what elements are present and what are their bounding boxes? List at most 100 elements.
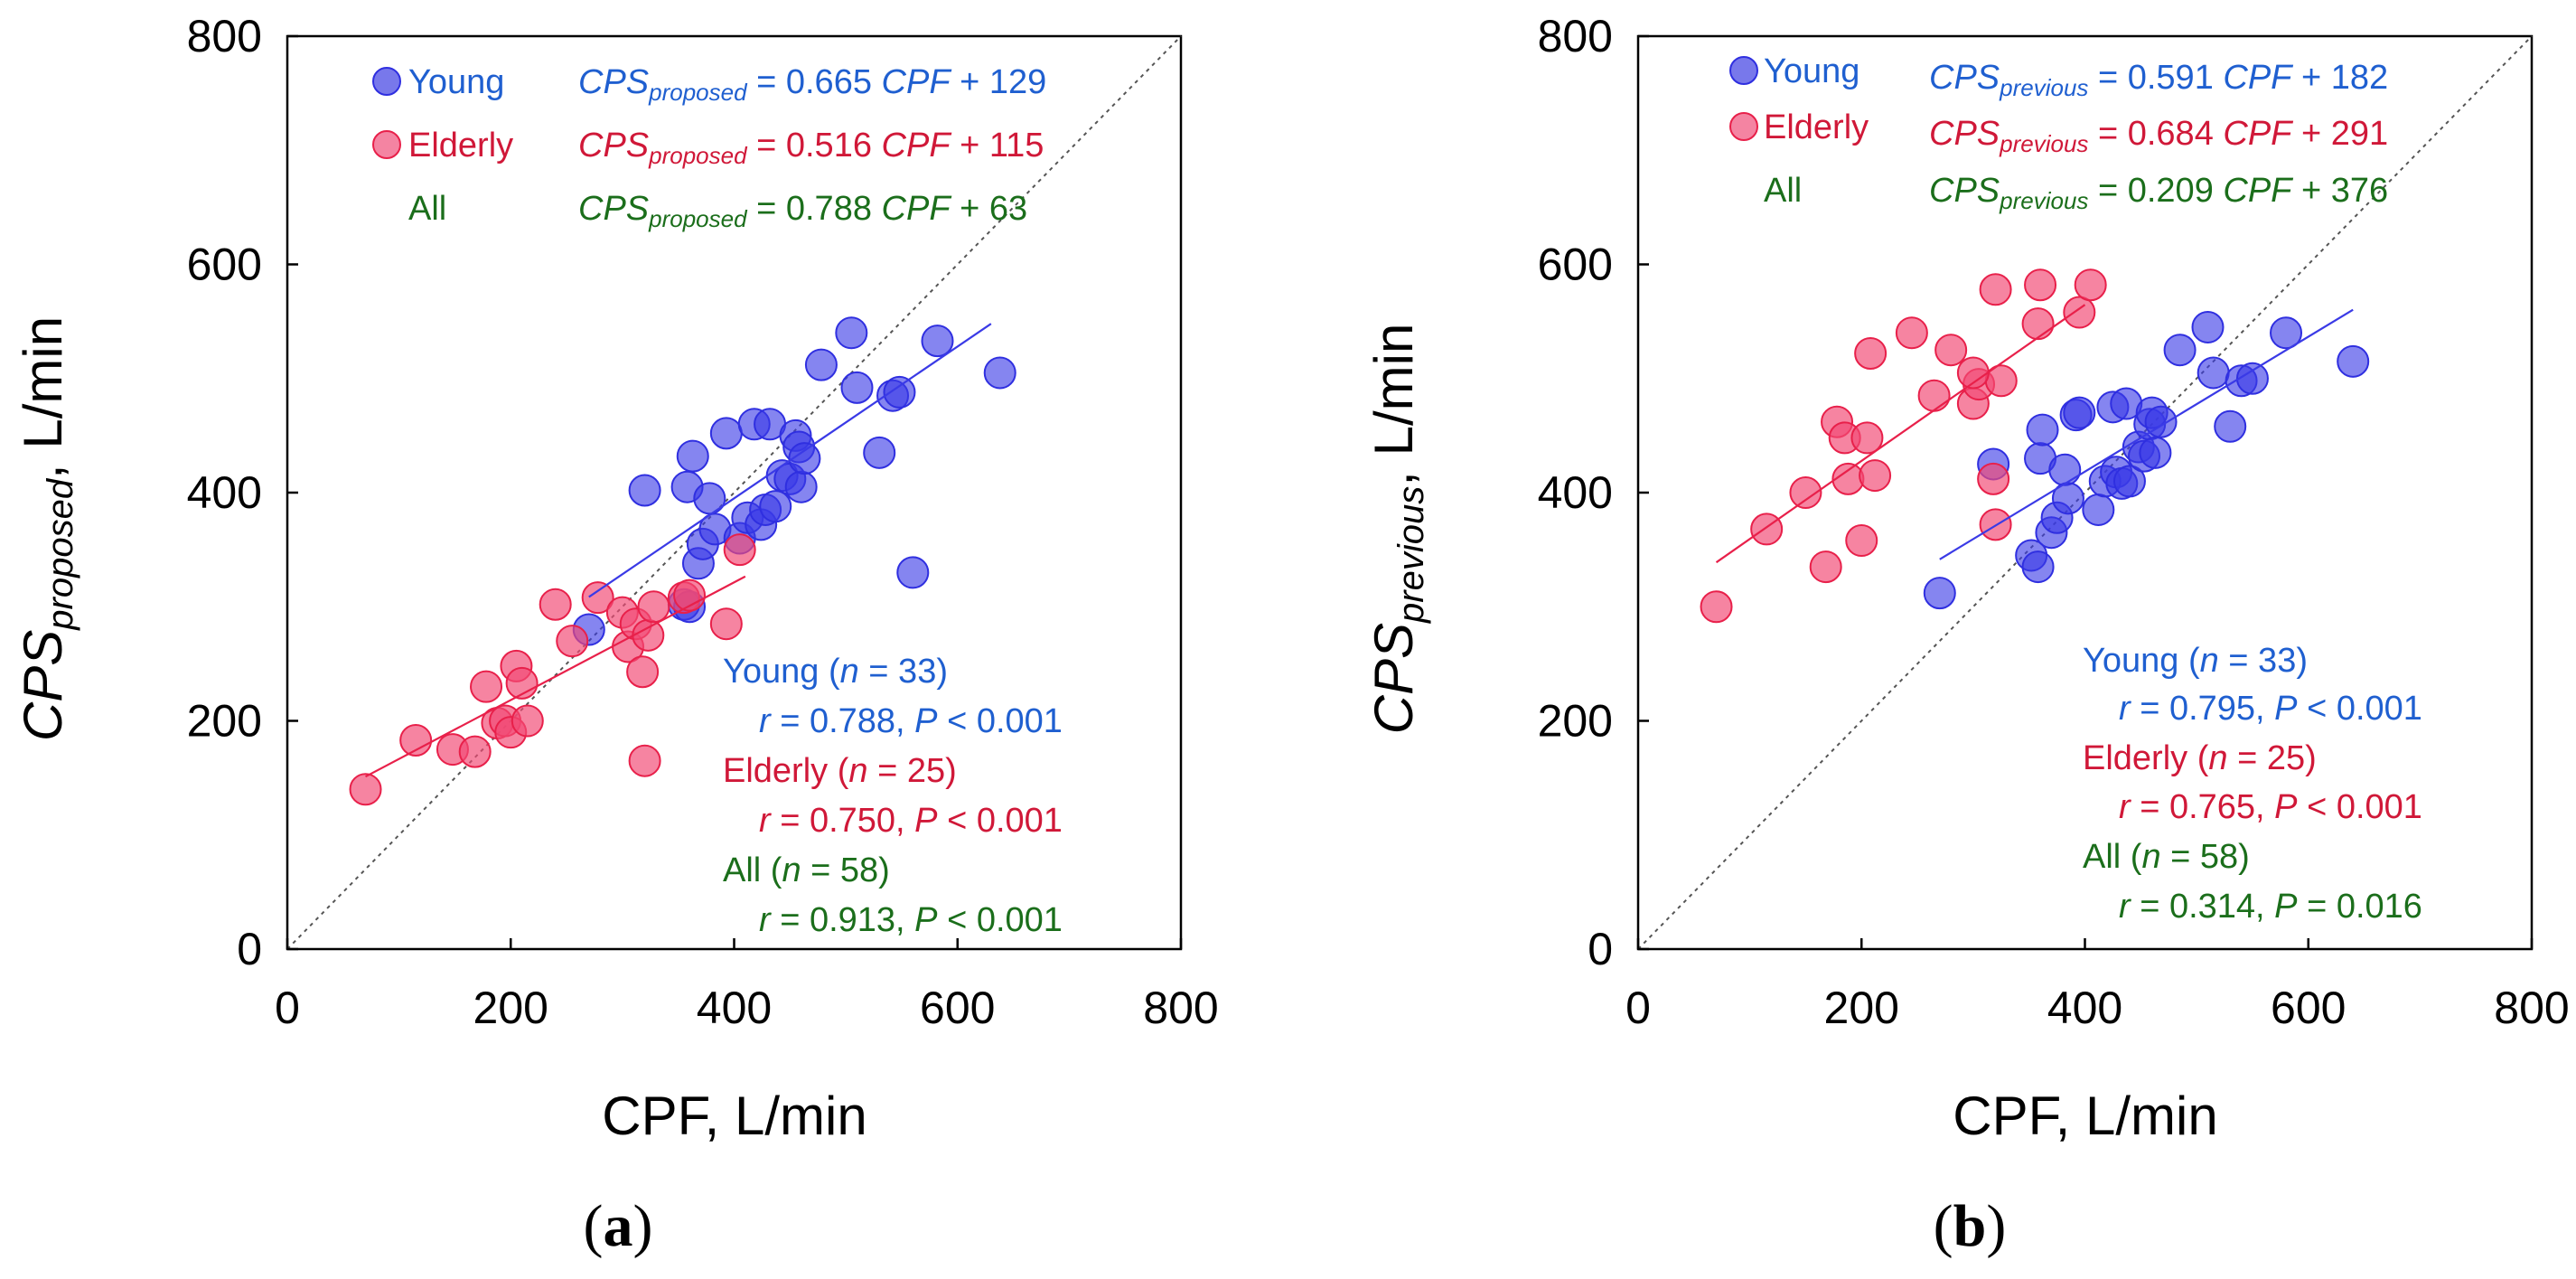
young-data-point [883,375,916,409]
elderly-data-point [556,625,589,658]
panel-a-x-axis-title: CPF, L/min [602,1086,866,1146]
panel-b-x-axis-title: CPF, L/min [1953,1086,2217,1146]
x-tick-label: 400 [2047,983,2122,1033]
stats-elderly-r: r = 0.750, P < 0.001 [759,802,1063,840]
panel-a-x-ticks: 0 200 400 600 800 [275,938,1219,1033]
young-data-point [2214,409,2247,443]
equation-young: CPSprevious = 0.591 CPF + 182 [1929,59,2388,101]
young-data-point [921,324,954,358]
panel-a-plot-area [286,34,1183,951]
equation-all: CPSproposed = 0.788 CPF + 63 [578,190,1027,232]
equation-young: CPSproposed = 0.665 CPF + 129 [578,63,1046,106]
stats-young-r: r = 0.795, P < 0.001 [2119,690,2422,728]
legend-elderly-label: Elderly [408,127,513,165]
x-tick-label: 800 [2494,983,2569,1033]
young-data-point [2235,362,2269,395]
young-data-point [2112,465,2146,498]
young-data-point [983,356,1016,390]
elderly-data-point [1979,273,2012,306]
elderly-data-point [581,581,614,615]
young-data-point [840,371,874,404]
elderly-data-point [1809,550,1842,584]
elderly-data-point [2063,296,2096,329]
young-data-point [2270,316,2303,350]
young-data-point [863,436,896,469]
x-tick-label: 600 [920,983,995,1033]
young-data-point [759,490,792,523]
legend-young-marker [372,67,401,96]
elderly-data-point [2021,307,2055,341]
legend-elderly-label: Elderly [1764,108,1869,146]
legend-young-label: Young [1764,52,1859,90]
young-data-point [693,482,726,515]
elderly-data-point [1789,476,1822,509]
stats-elderly-r: r = 0.765, P < 0.001 [2119,788,2422,826]
panel-a-y-axis-title: CPSproposed, L/min [13,316,80,741]
panel-a-legend: Young Elderly All [372,63,513,228]
panel-b-plot-area [1636,34,2534,951]
young-data-point [784,470,818,503]
elderly-data-point [709,607,743,641]
stats-all-r: r = 0.913, P < 0.001 [759,901,1063,939]
elderly-data-point [1850,421,1884,455]
y-tick-label: 200 [1538,696,1613,747]
elderly-data-point [632,618,665,652]
identity-line [286,35,1182,950]
x-tick-label: 0 [1625,983,1651,1033]
elderly-data-point [723,533,756,567]
stats-young-n: Young (n = 33) [2083,642,2308,680]
young-data-point [896,556,930,589]
y-tick-label: 200 [187,696,262,747]
panel-b: 0 200 400 600 800 0 200 400 600 800 CPF, L/min C… [1363,11,2570,1259]
elderly-data-point [1934,334,1968,367]
identity-line [1637,35,2533,950]
legend-elderly-marker [372,130,401,159]
stats-young-n: Young (n = 33) [723,653,948,691]
legend-all-label: All [1764,172,1802,210]
young-data-point [2163,334,2197,367]
y-tick-label: 800 [187,11,262,61]
panel-a-equations: CPSproposed = 0.665 CPF + 129 CPSpropose… [578,63,1046,232]
elderly-data-point [470,670,503,703]
stats-young-r: r = 0.788, P < 0.001 [759,702,1063,740]
young-data-point [2063,396,2096,429]
x-tick-label: 400 [697,983,772,1033]
elderly-data-point [349,773,382,806]
panel-b-stats: Young (n = 33) r = 0.795, P < 0.001 Elde… [2083,642,2422,926]
stats-elderly-n: Elderly (n = 25) [2083,739,2317,777]
elderly-data-point [626,655,660,689]
panel-b-y-axis-title: CPSprevious, L/min [1363,324,1431,735]
legend-young-marker [1729,56,1758,85]
young-data-point [804,348,838,381]
panel-a-label: (a) [584,1193,653,1259]
young-data-point [2048,453,2082,486]
y-tick-label: 600 [187,240,262,290]
panel-b-y-ticks: 0 200 400 600 800 [1538,11,1649,974]
elderly-data-point [673,578,707,612]
young-data-point [2139,436,2172,469]
panel-a-stats: Young (n = 33) r = 0.788, P < 0.001 Elde… [723,653,1063,939]
young-data-point [628,474,661,507]
legend-young-label: Young [408,63,504,101]
young-data-point [2082,493,2115,526]
legend-elderly-marker [1729,112,1758,141]
panel-b-legend: Young Elderly All [1729,52,1869,210]
elderly-data-point [1859,459,1892,493]
x-tick-label: 200 [473,983,548,1033]
elderly-regression-line [365,575,746,778]
elderly-data-point [1845,524,1878,558]
panel-b-x-ticks: 0 200 400 600 800 [1625,938,2570,1033]
stats-elderly-n: Elderly (n = 25) [723,752,957,790]
elderly-data-point [628,744,661,777]
young-data-point [835,316,868,350]
elderly-data-point [2024,268,2057,302]
panel-b-equations: CPSprevious = 0.591 CPF + 182 CPSpreviou… [1929,59,2388,214]
young-data-point [2191,310,2225,343]
elderly-data-point [1917,379,1951,412]
elderly-data-point [1854,336,1888,370]
stats-all-n: All (n = 58) [2083,838,2250,876]
x-tick-label: 0 [275,983,300,1033]
elderly-data-point [1895,316,1928,350]
young-data-point [788,442,821,475]
